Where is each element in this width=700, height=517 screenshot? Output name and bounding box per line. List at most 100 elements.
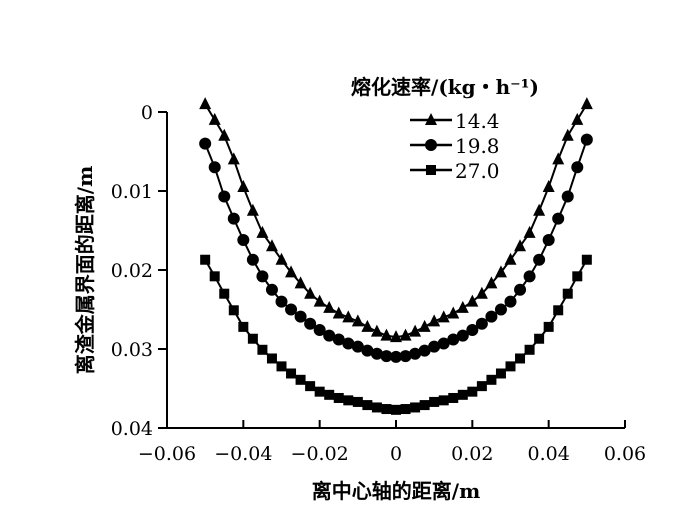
circle-marker [227,212,240,225]
square-marker [391,404,401,415]
circle-marker [466,324,479,337]
square-marker [562,288,573,299]
circle-marker [514,283,527,296]
circle-marker [294,310,307,323]
legend-square-icon [426,165,436,175]
circle-marker [351,340,364,353]
square-marker [581,254,592,265]
y-tick-label: 0.02 [111,260,153,282]
legend-label: 27.0 [455,159,500,183]
circle-marker [304,317,317,330]
circle-marker [246,253,259,266]
square-marker [352,396,363,407]
triangle-marker [380,328,393,341]
x-tick-label: 0.06 [604,443,646,465]
triangle-marker [294,276,307,289]
x-tick-label: 0.04 [528,443,570,465]
circle-marker [265,283,278,296]
x-tick-label: −0.06 [138,443,196,465]
triangle-marker [285,265,298,278]
triangle-marker [361,319,374,332]
square-marker [247,333,258,344]
triangle-marker [523,225,536,238]
triangle-marker [418,319,431,332]
square-marker [257,344,268,355]
triangle-marker [227,152,240,165]
triangle-marker [390,330,402,343]
series-19.8 [199,133,593,363]
circle-marker [409,347,422,360]
x-tick-label: −0.04 [214,443,272,465]
circle-marker [323,329,336,342]
y-tick-label: 0 [141,102,153,124]
triangle-marker [409,324,422,337]
triangle-marker [437,310,450,323]
series-line [204,103,588,339]
series-line [204,139,588,358]
x-tick-label: 0 [390,443,402,465]
circle-marker [380,350,393,363]
circle-marker [580,133,593,146]
triangle-marker [246,203,259,216]
circle-marker [485,310,498,323]
circle-marker [504,295,517,308]
square-marker [467,386,478,397]
circle-marker [275,295,288,308]
square-marker [400,404,411,415]
triangle-marker [475,286,488,299]
square-marker [238,321,249,332]
circle-marker [533,253,546,266]
circle-marker [285,303,298,316]
y-tick-label: 0.01 [111,181,153,203]
square-marker [515,353,526,364]
circle-marker [418,344,431,357]
circle-marker [237,233,250,246]
square-marker [200,254,211,265]
circle-marker [370,347,383,360]
legend-circle-icon [425,139,437,151]
square-marker [572,271,583,282]
triangle-marker [494,265,507,278]
triangle-marker [533,203,546,216]
square-marker [524,344,535,355]
square-marker [343,395,354,406]
square-marker [324,389,335,400]
circle-marker [199,137,212,150]
square-marker [305,381,316,392]
legend-label: 19.8 [455,134,500,158]
triangle-marker [351,314,364,327]
triangle-marker [399,328,412,341]
circle-marker [332,333,345,346]
square-marker [505,361,516,372]
series-14.4 [199,97,593,343]
square-marker [534,333,545,344]
series-layer [199,97,593,415]
triangle-marker [237,180,250,193]
circle-marker [256,270,269,283]
triangle-marker [323,300,336,313]
triangle-marker [428,314,441,327]
circle-marker [447,333,460,346]
triangle-marker [561,128,574,141]
square-marker [314,386,325,397]
square-marker [495,368,506,379]
legend-triangle-icon [425,113,437,125]
legend-title: 熔化速率/(kg・h⁻¹) [351,75,539,99]
square-marker [476,381,487,392]
square-marker [543,321,554,332]
circle-marker [475,317,488,330]
circle-marker [542,233,555,246]
circle-marker [342,337,355,350]
y-tick-label: 0.04 [111,418,153,440]
triangle-marker [199,97,212,110]
triangle-marker [370,324,383,337]
triangle-marker [275,252,288,265]
triangle-marker [304,286,317,299]
series-27.0 [200,254,592,415]
triangle-marker [265,239,278,252]
triangle-marker [514,239,527,252]
triangle-marker [332,306,345,319]
square-marker [266,353,277,364]
circle-marker [399,350,412,363]
